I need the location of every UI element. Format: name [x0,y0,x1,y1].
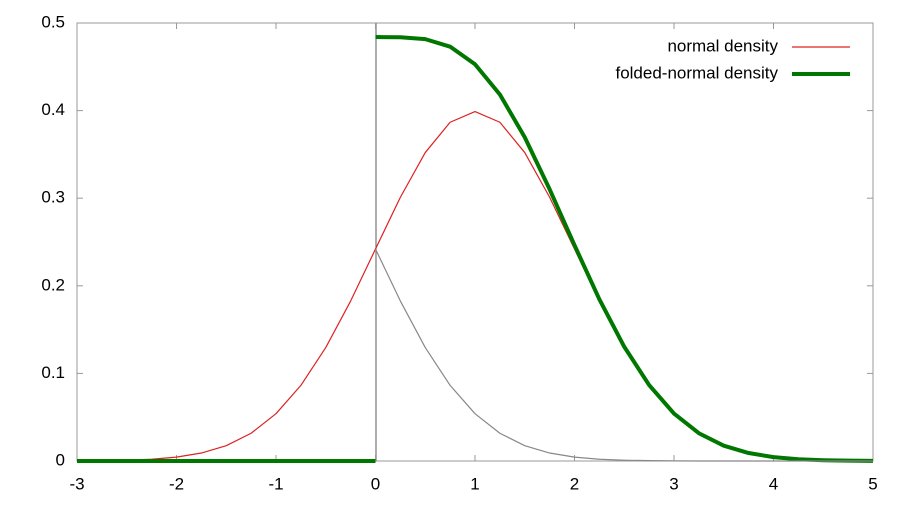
x-tick-label: -1 [268,474,283,493]
x-tick-label: 4 [769,474,778,493]
legend-label: normal density [667,36,778,55]
x-tick-label: 1 [470,474,479,493]
x-tick-label: 2 [570,474,579,493]
x-tick-label: -2 [169,474,184,493]
series-line [76,110,874,462]
legend-label: folded-normal density [615,63,778,82]
y-tick-label: 0.4 [41,100,65,119]
y-tick-label: 0.3 [41,188,65,207]
y-tick-label: 0 [56,450,65,469]
x-tick-label: 0 [371,474,380,493]
x-tick-label: -3 [69,474,84,493]
y-tick-label: 0.1 [41,363,65,382]
series-line [375,35,874,463]
y-tick-label: 0.5 [41,12,65,31]
x-tick-label: 3 [669,474,678,493]
y-tick-label: 0.2 [41,275,65,294]
x-tick-label: 5 [868,474,877,493]
plot-frame [76,22,874,462]
series-line [374,248,873,462]
